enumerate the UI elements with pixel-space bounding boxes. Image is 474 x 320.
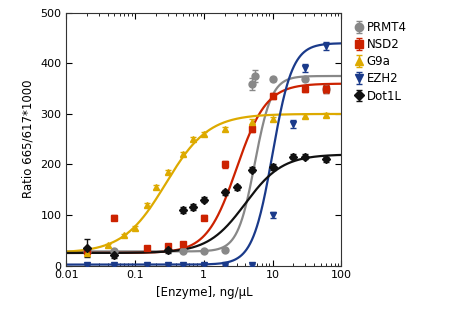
Legend: PRMT4, NSD2, G9a, EZH2, Dot1L: PRMT4, NSD2, G9a, EZH2, Dot1L [353,19,409,105]
Y-axis label: Ratio 665/617*1000: Ratio 665/617*1000 [22,80,35,198]
X-axis label: [Enzyme], ng/μL: [Enzyme], ng/μL [155,286,252,299]
